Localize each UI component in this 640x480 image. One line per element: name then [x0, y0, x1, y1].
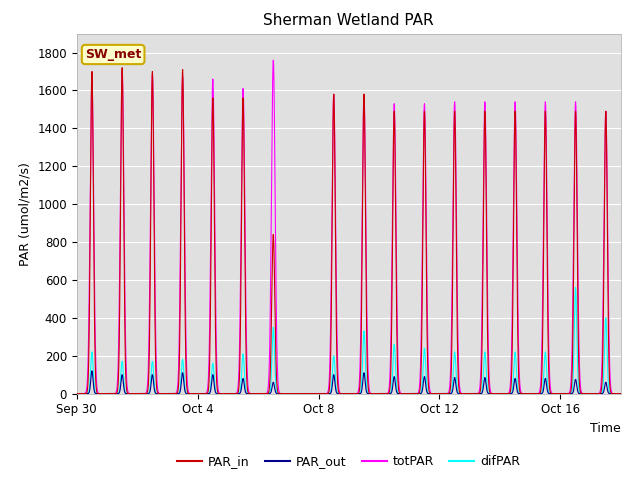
X-axis label: Time: Time	[590, 422, 621, 435]
Legend: PAR_in, PAR_out, totPAR, difPAR: PAR_in, PAR_out, totPAR, difPAR	[172, 450, 525, 473]
Text: SW_met: SW_met	[85, 48, 141, 61]
Title: Sherman Wetland PAR: Sherman Wetland PAR	[264, 13, 434, 28]
Y-axis label: PAR (umol/m2/s): PAR (umol/m2/s)	[19, 162, 32, 265]
